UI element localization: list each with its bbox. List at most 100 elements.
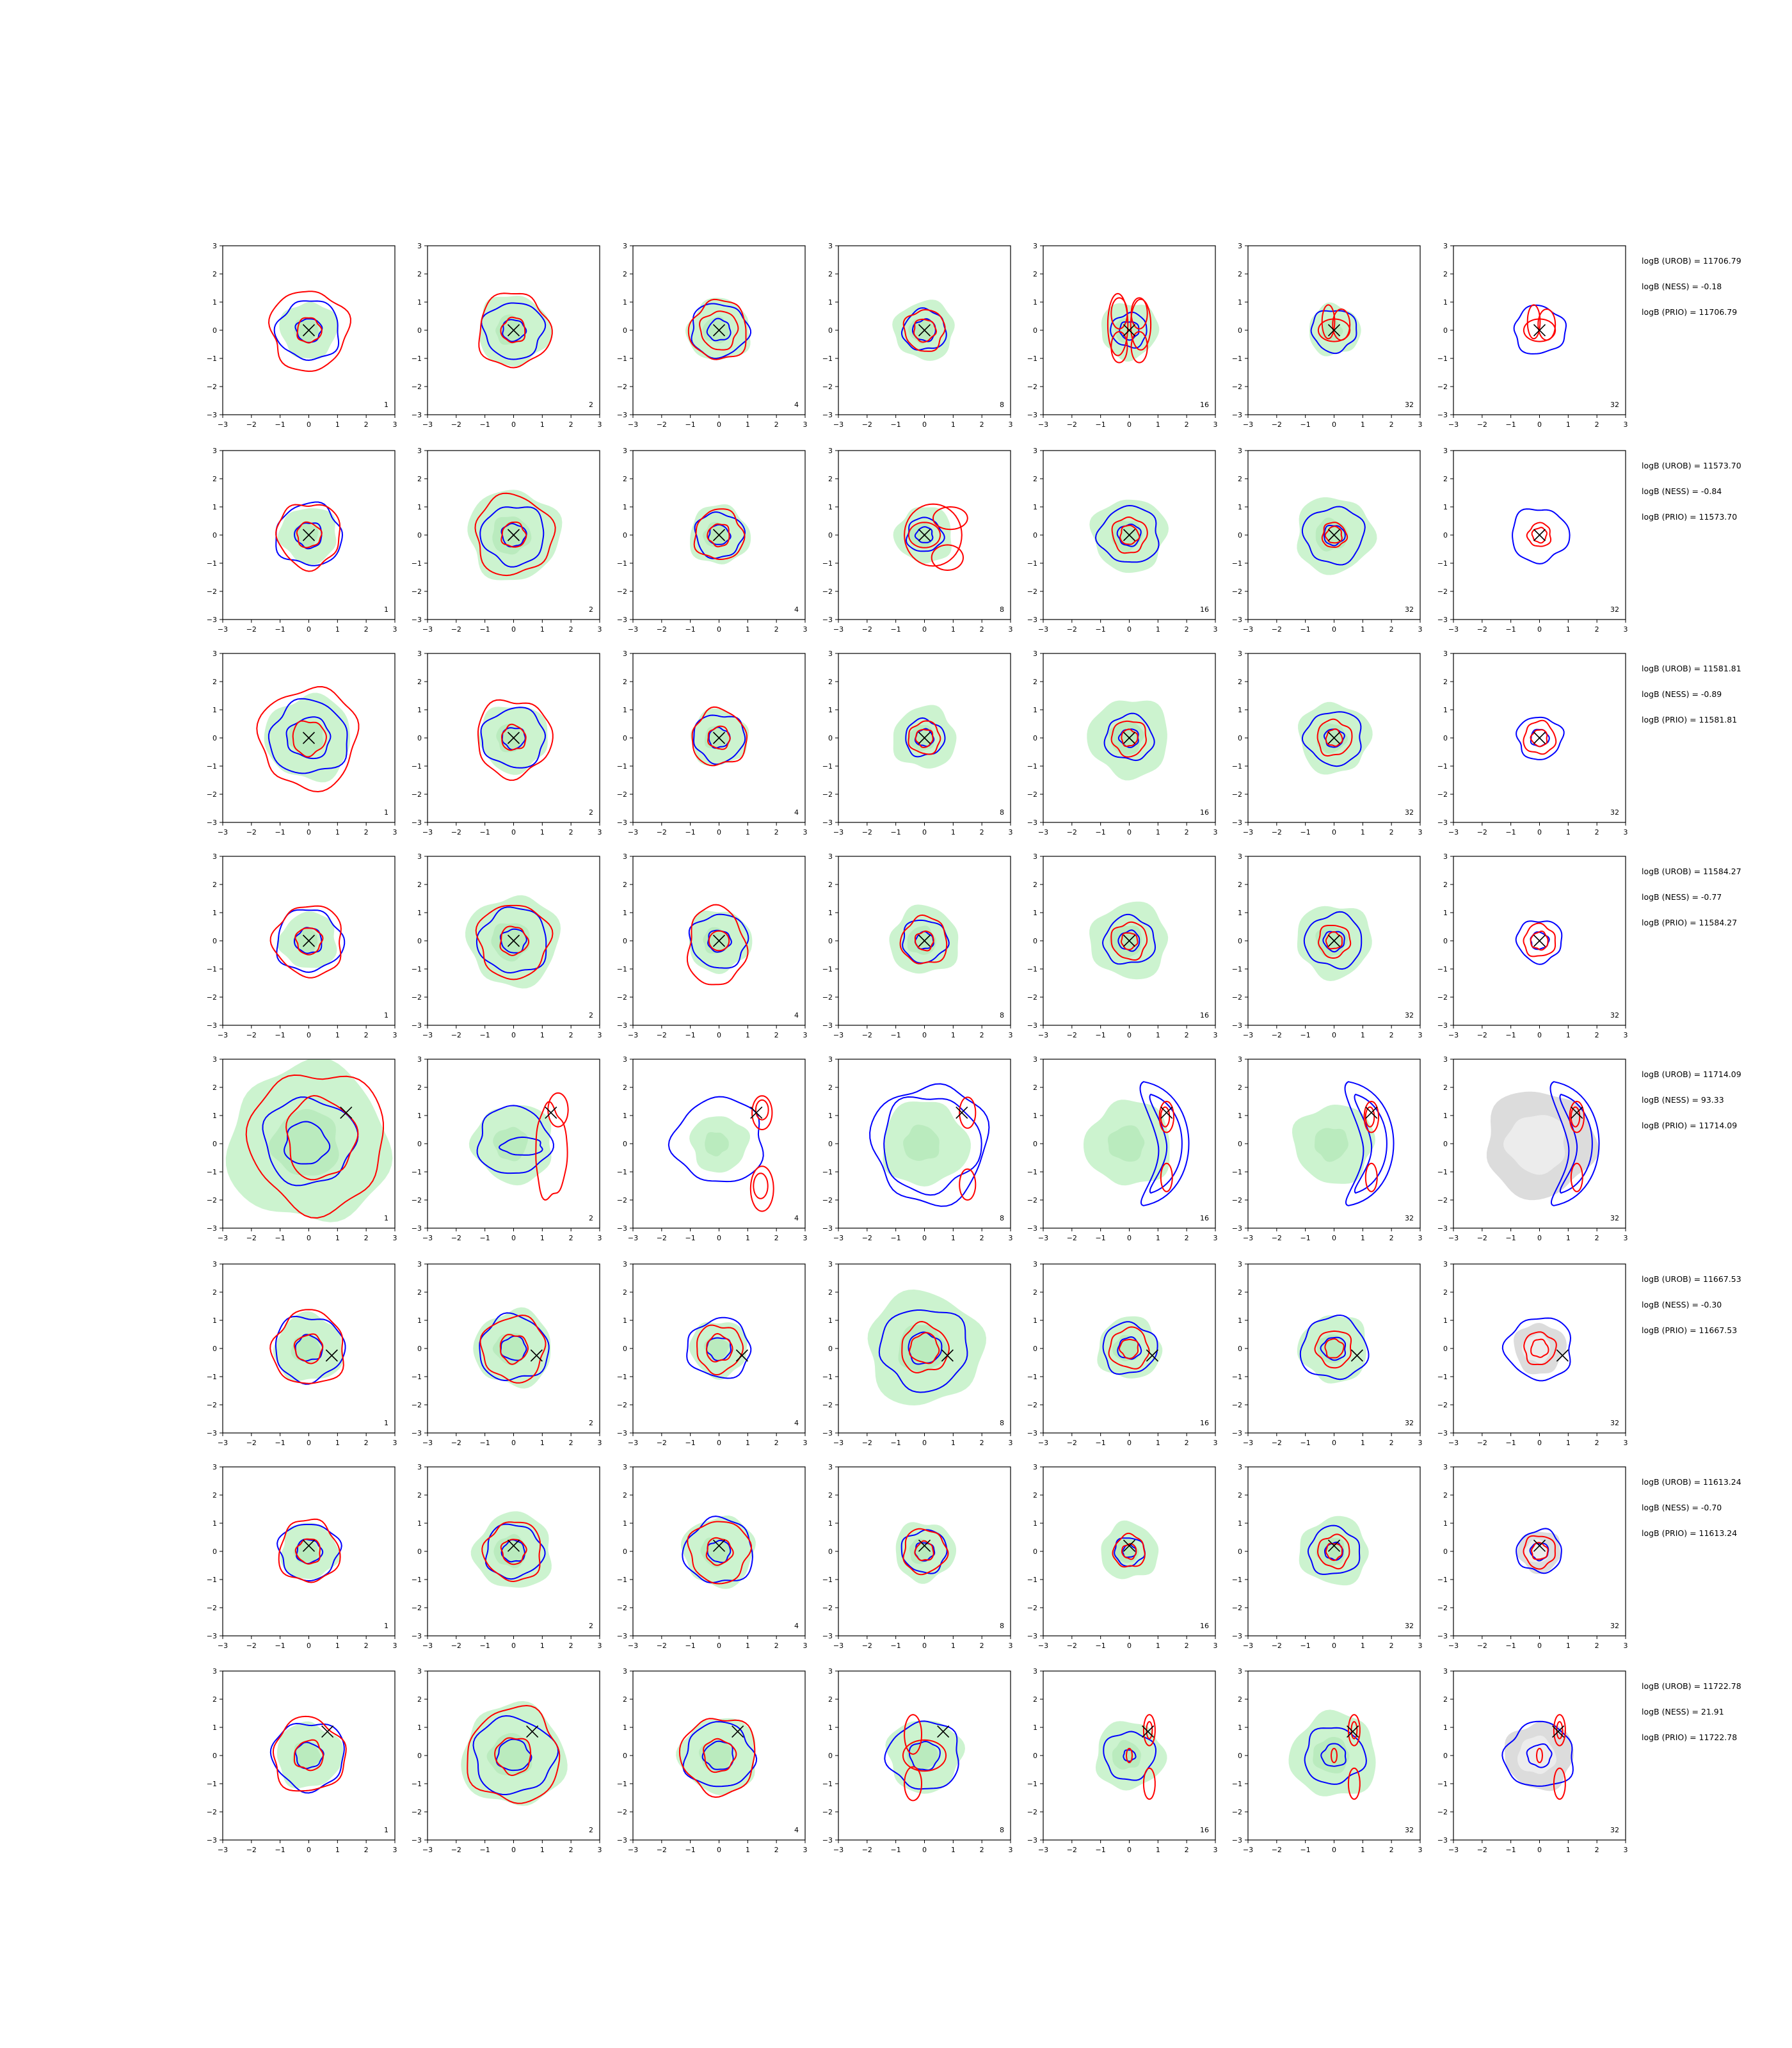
y-tick-label: −2: [207, 588, 217, 596]
x-tick-label: 0: [717, 828, 721, 836]
x-tick-label: −3: [1243, 1642, 1253, 1650]
y-tick-label: 2: [623, 475, 627, 483]
blue-contour: [1515, 920, 1563, 965]
subplot: −3−3 −2 −2 −1 −1 0 0 1 1 2 2 3 3 4: [617, 1463, 808, 1650]
red-contour: [959, 1168, 977, 1201]
y-tick-label: −3: [412, 819, 422, 827]
x-tick-label: 3: [1418, 1234, 1423, 1242]
y-tick-label: −1: [1437, 1373, 1448, 1381]
blue-contour: [268, 698, 348, 774]
y-tick-label: 3: [417, 650, 422, 658]
x-tick-label: −1: [1506, 1846, 1516, 1854]
y-tick-label: −2: [1437, 383, 1448, 391]
subplot: −3−3 −2 −2 −1 −1 0 0 1 1 2 2 3 3 32: [1437, 1055, 1628, 1242]
x-tick-label: −1: [275, 1031, 285, 1039]
y-tick-label: −1: [617, 762, 627, 771]
y-tick-label: 0: [623, 1345, 627, 1353]
y-tick-label: −3: [412, 1836, 422, 1844]
y-tick-label: 0: [417, 531, 422, 540]
logb-stat: logB (UROB) = 11573.70: [1642, 461, 1741, 470]
y-tick-label: 1: [1238, 1724, 1242, 1732]
true-parameter-marker: [302, 934, 316, 947]
subplot: −3−3 −2 −2 −1 −1 0 0 1 1 2 2 3 3 2: [412, 650, 602, 836]
y-tick-label: 3: [1443, 1463, 1448, 1471]
y-tick-label: 1: [1238, 298, 1242, 307]
blue-contour: [1307, 1524, 1361, 1575]
y-tick-label: 2: [1443, 1695, 1448, 1704]
x-tick-label: −2: [862, 1031, 872, 1039]
column-label: 32: [1405, 1826, 1414, 1834]
subplot: −3−3 −2 −2 −1 −1 0 0 1 1 2 2 3 3 8: [822, 1667, 1013, 1854]
x-tick-label: 0: [1332, 1031, 1336, 1039]
blue-contour: [1299, 1314, 1370, 1380]
x-tick-label: 0: [922, 1846, 927, 1854]
x-tick-label: 1: [1361, 828, 1365, 836]
true-parameter-marker: [712, 324, 726, 337]
x-tick-label: −1: [275, 420, 285, 429]
column-label: 32: [1610, 808, 1619, 817]
y-tick-label: 3: [212, 1055, 217, 1064]
x-tick-label: −2: [451, 420, 461, 429]
y-tick-label: 3: [1033, 1667, 1037, 1676]
y-tick-label: 3: [1238, 1260, 1242, 1268]
subplot: −3−3 −2 −2 −1 −1 0 0 1 1 2 2 3 3 2: [412, 1260, 602, 1447]
y-tick-label: 0: [1033, 937, 1037, 945]
column-label: 32: [1405, 808, 1414, 817]
x-tick-label: 0: [511, 1234, 516, 1242]
x-tick-label: −3: [833, 1439, 844, 1447]
y-tick-label: 0: [212, 326, 217, 335]
red-contour: [1526, 304, 1541, 340]
y-tick-label: 0: [1443, 1140, 1448, 1148]
x-tick-label: 3: [1213, 1846, 1218, 1854]
y-tick-label: −3: [207, 1429, 217, 1437]
x-tick-label: −1: [480, 1439, 490, 1447]
subplot-row: −3−3−2−2−1−1001122331−3−3−2−2−1−10011223…: [207, 650, 1741, 836]
y-tick-label: 3: [417, 242, 422, 250]
y-tick-label: 0: [417, 1140, 422, 1148]
blue-contour: [707, 524, 732, 545]
y-tick-label: 1: [828, 1519, 833, 1528]
column-label: 32: [1405, 1622, 1414, 1630]
red-contour: [699, 310, 739, 351]
x-tick-label: 1: [335, 1234, 340, 1242]
y-tick-label: 1: [828, 909, 833, 917]
y-tick-label: 1: [1033, 1519, 1037, 1528]
subplot: −3−3 −2 −2 −1 −1 0 0 1 1 2 2 3 3 32: [1437, 1463, 1628, 1650]
true-parameter-marker: [302, 529, 316, 541]
y-tick-label: 3: [1033, 650, 1037, 658]
x-tick-label: −2: [451, 1439, 461, 1447]
x-tick-label: 0: [1127, 625, 1132, 634]
y-tick-label: −1: [822, 559, 833, 568]
plot-area: [1297, 906, 1372, 981]
plot-area: [1097, 1316, 1163, 1379]
plot-area: [1298, 701, 1373, 775]
x-tick-label: 1: [1361, 625, 1365, 634]
red-contour: [693, 508, 746, 560]
column-label: 2: [589, 1826, 593, 1834]
blue-contour: [276, 909, 346, 973]
x-tick-label: −3: [833, 1642, 844, 1650]
x-tick-label: −2: [451, 1234, 461, 1242]
blue-contour: [1117, 929, 1140, 952]
true-parameter-marker: [507, 324, 520, 337]
true-parameter-marker: [325, 1349, 338, 1362]
x-tick-label: 0: [307, 420, 311, 429]
x-tick-label: 0: [1127, 1439, 1132, 1447]
x-tick-label: 2: [774, 420, 779, 429]
column-label: 1: [384, 1419, 388, 1427]
x-tick-label: 2: [569, 420, 573, 429]
y-tick-label: −3: [412, 616, 422, 624]
x-tick-label: 0: [1127, 828, 1132, 836]
x-tick-label: 1: [1361, 1234, 1365, 1242]
blue-contour: [472, 1715, 559, 1796]
y-tick-label: −2: [1437, 1604, 1448, 1612]
y-tick-label: −1: [207, 1168, 217, 1176]
y-tick-label: 0: [1033, 1752, 1037, 1760]
y-tick-label: 1: [828, 503, 833, 511]
y-tick-label: −1: [1232, 559, 1242, 568]
x-tick-label: 1: [1156, 420, 1160, 429]
y-tick-label: −3: [1232, 819, 1242, 827]
y-tick-label: −1: [1437, 355, 1448, 363]
x-tick-label: 1: [540, 1234, 545, 1242]
y-tick-label: −3: [412, 411, 422, 419]
